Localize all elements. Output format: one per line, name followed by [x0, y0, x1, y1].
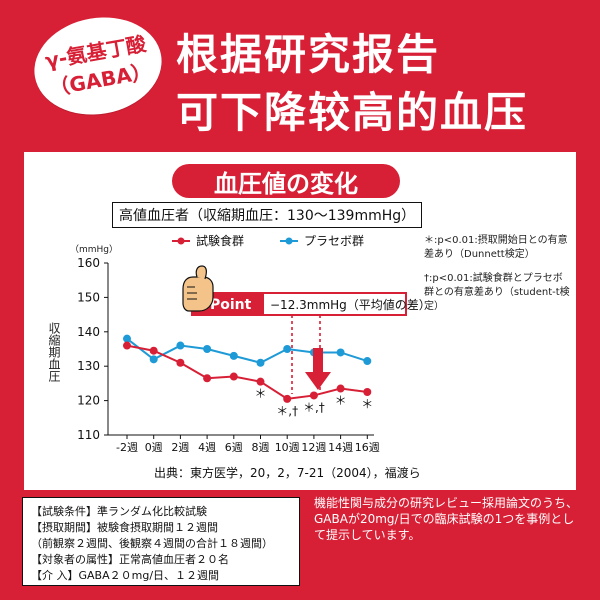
significance-mark: ＊	[361, 397, 373, 411]
condition-line-5: 【介 入】GABA２０mg/日、１２週間	[31, 569, 220, 582]
placebo-series-point	[256, 358, 265, 367]
bp-chart: （mmHg） 収縮期血圧 110 120 130 140 150 160 -2週 0週 2週 4…	[47, 244, 431, 454]
x-tick-label: 4週	[198, 441, 216, 454]
legend-test-dot	[177, 237, 185, 244]
test-series-point	[309, 391, 318, 400]
placebo-series-point	[203, 345, 212, 353]
test-series-point	[363, 388, 372, 396]
y-ticks: 110 120 130 140 150 160	[77, 256, 108, 442]
x-tick-label: 2週	[171, 441, 189, 454]
y-tick-label: 130	[77, 359, 100, 373]
y-tick-label: 110	[77, 428, 100, 442]
significance-mark: ＊,†	[276, 404, 298, 418]
note-2: †:p<0.01:試験食群とプラセボ群との有意差あり（student-t検定）	[424, 273, 570, 312]
legend-placebo-dot	[285, 237, 293, 244]
placebo-series-point	[229, 351, 238, 360]
test-series-point	[283, 394, 292, 403]
test-series-point	[176, 358, 185, 367]
condition-line-1: 【試験条件】準ランダム化比較試験	[31, 505, 207, 518]
x-tick-label: -2週	[116, 441, 138, 454]
test-series-point	[203, 374, 212, 383]
x-tick-label: 0週	[145, 441, 163, 454]
x-ticks: -2週 0週 2週 4週 6週 8週 10週 12週 14週 16週	[116, 435, 380, 454]
condition-line-2: 【摂取期間】被験食摂取期間１２週間	[31, 521, 218, 534]
series-test	[123, 341, 372, 403]
placebo-series-point	[176, 341, 185, 350]
significance-annotations: ＊ ＊,† ＊,† ＊ ＊	[254, 387, 373, 418]
placebo-series-point	[363, 357, 372, 366]
chart-title-pill: 血圧値の変化	[172, 164, 400, 198]
legend-item-test: 試験食群	[172, 232, 244, 249]
x-tick-label: 14週	[328, 441, 353, 454]
legend-test-swatch	[172, 237, 190, 244]
placebo-series-point	[283, 345, 292, 353]
legend-placebo-label: プラセボ群	[304, 234, 365, 248]
condition-line-3: （前観察２週間、後観察４週間の合計１８週間）	[31, 537, 273, 550]
chart-axes: （mmHg） 収縮期血圧	[47, 244, 374, 436]
legend-test-label: 試験食群	[196, 234, 245, 248]
placebo-series-point	[123, 334, 131, 343]
y-tick-label: 120	[77, 394, 100, 408]
placebo-series-line	[126, 337, 368, 364]
legend-item-placebo: プラセボ群	[280, 232, 364, 249]
test-series-point	[229, 372, 238, 381]
y-unit-label: （mmHg）	[70, 244, 118, 255]
x-tick-label: 10週	[275, 441, 300, 454]
test-series-line	[126, 344, 368, 400]
down-arrow-icon	[305, 348, 331, 390]
headline-line-2: 可下降较高的血压	[176, 88, 529, 137]
callout: Point −12.3mmHg（平均値の差）	[182, 265, 431, 394]
test-series-point	[123, 341, 131, 350]
x-tick-label: 16週	[355, 441, 380, 454]
headline-line-1: 根据研究报告	[176, 30, 441, 79]
condition-line-4: 【対象者の属性】正常高値血圧者２０名	[31, 553, 229, 566]
chart-legend: 試験食群 プラセボ群	[172, 232, 364, 249]
x-tick-label: 8週	[252, 441, 270, 454]
note-1: ＊:p<0.01:摂取開始日との有意差あり（Dunnett検定）	[424, 235, 568, 260]
footer-description: 機能性関与成分の研究レビュー採用論文のうち、GABAが20mg/日での臨床試験の…	[314, 496, 579, 542]
test-series-point	[336, 384, 345, 393]
y-tick-label: 140	[77, 325, 100, 339]
test-series-point	[149, 346, 158, 355]
y-axis-label-text: 収縮期血圧	[47, 322, 61, 383]
y-tick-label: 160	[77, 256, 100, 270]
pointing-hand-icon	[182, 265, 214, 312]
significance-mark: ＊	[335, 394, 347, 408]
placebo-series-point	[336, 348, 345, 357]
chart-card: 血圧値の変化 高値血圧者（収縮期血圧：130〜139mmHg） 試験食群 プラセ…	[24, 152, 576, 490]
test-series-point	[256, 377, 265, 386]
source-citation: 出典：東方医学，20，2，7-21（2004），福渡ら	[154, 466, 421, 480]
x-tick-label: 6週	[225, 441, 243, 454]
callout-point: Point	[210, 297, 252, 313]
study-conditions: 【試験条件】準ランダム化比較試験 【摂取期間】被験食摂取期間１２週間 （前観察２…	[22, 497, 300, 586]
callout-text: −12.3mmHg（平均値の差）	[270, 297, 431, 312]
y-axis-label: 収縮期血圧	[47, 322, 61, 383]
chart-notes: ＊:p<0.01:摂取開始日との有意差あり（Dunnett検定） †:p<0.0…	[424, 234, 572, 324]
series-placebo	[123, 334, 372, 367]
y-tick-label: 150	[77, 290, 100, 304]
significance-mark: ＊	[254, 387, 266, 401]
gaba-badge: γ-氨基丁酸 （GABA）	[26, 7, 170, 125]
x-tick-label: 12週	[301, 441, 326, 454]
significance-mark: ＊,†	[303, 400, 325, 414]
placebo-series-point	[149, 355, 158, 364]
chart-subtitle: 高値血圧者（収縮期血圧：130〜139mmHg）	[112, 202, 423, 228]
headline: 根据研究报告 可下降较高的血压	[176, 26, 528, 142]
legend-placebo-swatch	[280, 237, 299, 244]
